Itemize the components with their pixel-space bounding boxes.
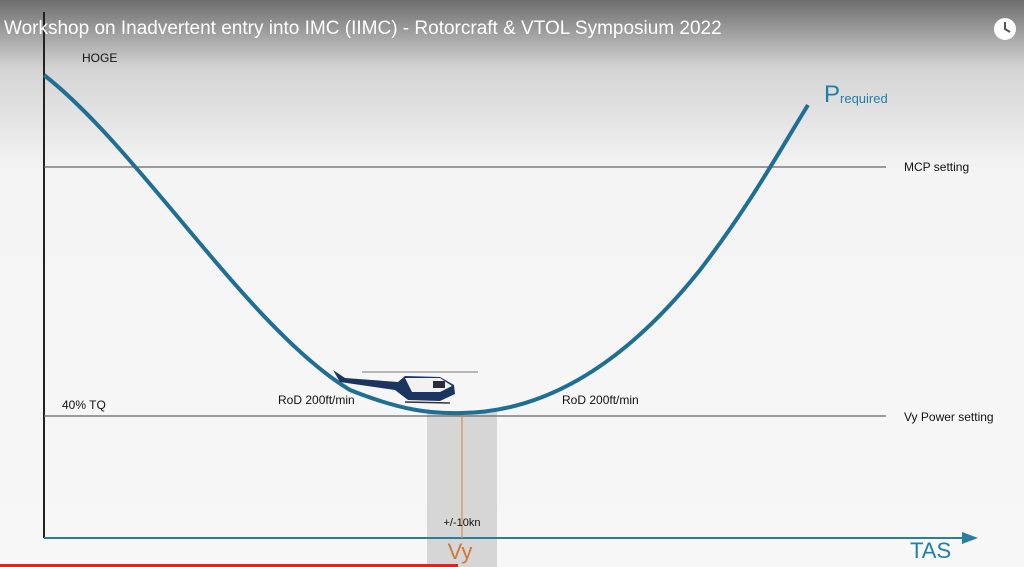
x-axis-label: TAS: [910, 538, 951, 563]
video-title[interactable]: Workshop on Inadvertent entry into IMC (…: [4, 18, 722, 39]
tq-label: 40% TQ: [62, 398, 106, 412]
x-axis-arrow: [962, 532, 978, 544]
helicopter: [333, 370, 478, 404]
mcp-label: MCP setting: [904, 160, 969, 174]
progress-bar[interactable]: [0, 564, 458, 567]
band-label: +/-10kn: [444, 517, 481, 529]
rod-left-label: RoD 200ft/min: [278, 393, 355, 407]
hoge-label: HOGE: [82, 51, 117, 65]
rod-right-label: RoD 200ft/min: [562, 393, 639, 407]
power-curve: [42, 73, 810, 416]
vy-label: Vy: [448, 539, 473, 564]
watch-later-icon[interactable]: [994, 18, 1016, 40]
vy-power-label: Vy Power setting: [904, 410, 994, 424]
curve-label: Prequired: [824, 81, 888, 108]
